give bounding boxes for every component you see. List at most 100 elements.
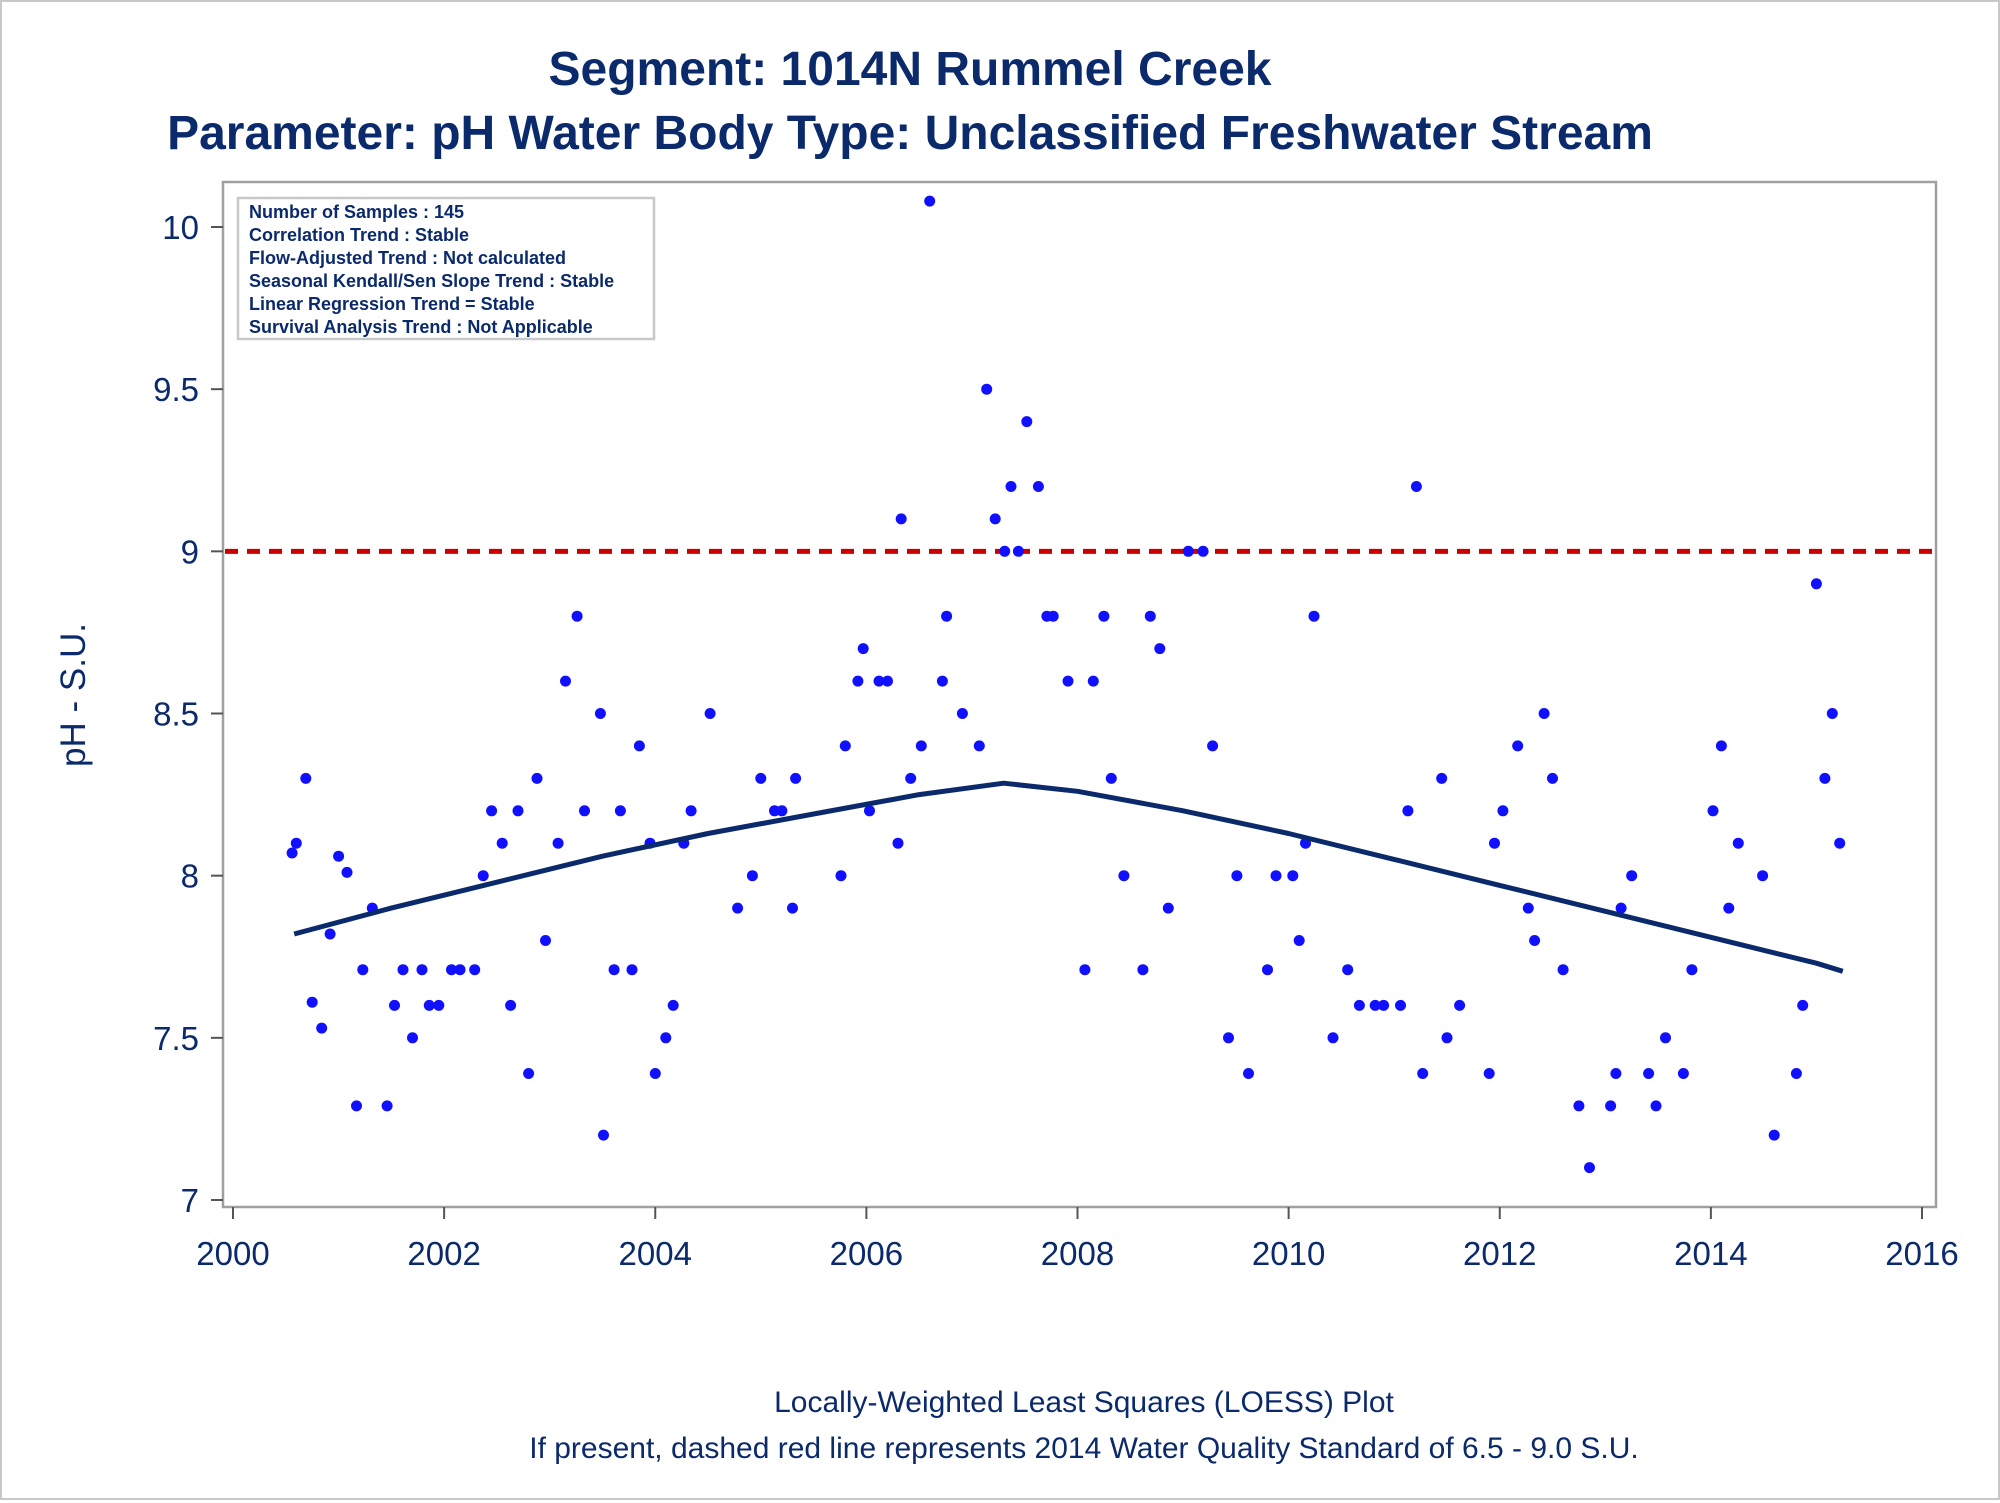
- trend-info-box: Number of Samples : 145 Correlation Trend…: [236, 196, 656, 341]
- data-point: [1790, 1068, 1802, 1079]
- data-point: [579, 805, 590, 817]
- data-point: [357, 964, 369, 976]
- data-point: [608, 964, 620, 976]
- data-point: [1154, 643, 1166, 655]
- data-point: [416, 964, 428, 976]
- data-point: [1182, 545, 1194, 557]
- data-point: [1489, 837, 1500, 849]
- data-point: [1231, 870, 1243, 882]
- data-point: [423, 999, 435, 1011]
- data-point: [1610, 1068, 1622, 1079]
- data-point: [1369, 999, 1381, 1011]
- data-point: [433, 999, 445, 1011]
- data-point: [1538, 708, 1550, 719]
- data-point: [1012, 545, 1024, 557]
- data-point: [1707, 805, 1719, 817]
- data-point: [882, 675, 893, 687]
- data-point: [1032, 481, 1044, 492]
- data-point: [981, 383, 993, 395]
- y-tick-label: 7.5: [153, 1020, 199, 1057]
- data-point: [776, 805, 788, 817]
- data-point: [306, 996, 318, 1008]
- y-tick-label: 7: [181, 1182, 199, 1219]
- data-point: [1287, 870, 1299, 882]
- data-point: [1584, 1162, 1595, 1174]
- data-point: [594, 708, 606, 719]
- data-point: [496, 837, 508, 849]
- data-point: [873, 675, 885, 687]
- data-point: [324, 928, 336, 940]
- data-point: [905, 772, 917, 784]
- data-point: [1308, 610, 1320, 622]
- data-point: [389, 999, 400, 1011]
- data-point: [999, 545, 1011, 557]
- y-tick-label: 10: [162, 209, 199, 246]
- data-point: [1522, 902, 1534, 914]
- x-tick-label: 2008: [1041, 1235, 1114, 1272]
- data-point: [1557, 964, 1569, 976]
- data-point: [915, 740, 927, 752]
- y-axis-label: pH - S.U.: [54, 623, 93, 767]
- info-box-line: Flow-Adjusted Trend : Not calculated: [249, 248, 566, 268]
- data-point: [1826, 708, 1838, 719]
- data-point: [864, 805, 875, 817]
- data-point: [1660, 1032, 1671, 1044]
- data-point: [598, 1129, 609, 1141]
- data-point: [956, 708, 968, 719]
- chart-title: Segment: 1014N Rummel Creek: [549, 43, 1272, 96]
- data-point: [560, 675, 571, 687]
- x-tick-labels: 2000 2002 2004 2006 2008 2010 2012 2014 2016: [196, 1235, 1958, 1272]
- data-point: [300, 772, 312, 784]
- data-point: [1197, 545, 1209, 557]
- data-point: [333, 850, 345, 862]
- data-point: [512, 805, 524, 817]
- data-point: [857, 643, 869, 655]
- data-point: [1573, 1100, 1585, 1112]
- data-point: [835, 870, 847, 882]
- data-point: [1021, 416, 1033, 428]
- data-point: [1144, 610, 1156, 622]
- data-point: [1810, 578, 1822, 590]
- data-point: [341, 866, 353, 878]
- data-point: [755, 772, 767, 784]
- data-point: [1834, 837, 1846, 849]
- data-point: [787, 902, 798, 914]
- x-tick-label: 2006: [830, 1235, 903, 1272]
- data-point: [633, 740, 645, 752]
- data-point: [531, 772, 543, 784]
- chart-subtitle: Parameter: pH Water Body Type: Unclassif…: [167, 107, 1653, 160]
- data-point: [1529, 935, 1541, 946]
- data-point: [1615, 902, 1627, 914]
- data-point: [1677, 1068, 1689, 1079]
- info-box-line: Survival Analysis Trend : Not Applicable: [249, 317, 593, 337]
- data-point: [469, 964, 481, 976]
- data-point: [1118, 870, 1130, 882]
- data-point: [290, 837, 302, 849]
- data-point: [505, 999, 517, 1011]
- data-point: [989, 513, 1001, 525]
- data-point: [1441, 1032, 1453, 1044]
- data-point: [381, 1100, 393, 1112]
- data-point: [1512, 740, 1524, 752]
- data-point: [1293, 935, 1305, 946]
- data-point: [973, 740, 985, 752]
- y-tick-label: 9.5: [153, 371, 199, 408]
- data-point: [1378, 999, 1390, 1011]
- data-point: [614, 805, 626, 817]
- data-point: [407, 1032, 418, 1044]
- data-point: [1098, 610, 1110, 622]
- data-point: [1650, 1100, 1662, 1112]
- data-point: [1797, 999, 1809, 1011]
- data-point: [649, 1068, 661, 1079]
- data-point: [351, 1100, 362, 1112]
- data-point: [1483, 1068, 1495, 1079]
- x-tick-label: 2002: [407, 1235, 480, 1272]
- data-point: [1723, 902, 1735, 914]
- data-point: [1410, 481, 1422, 492]
- data-point: [454, 964, 466, 976]
- info-box-line: Correlation Trend : Stable: [249, 225, 469, 245]
- data-point: [1547, 772, 1558, 784]
- data-point: [1262, 964, 1273, 976]
